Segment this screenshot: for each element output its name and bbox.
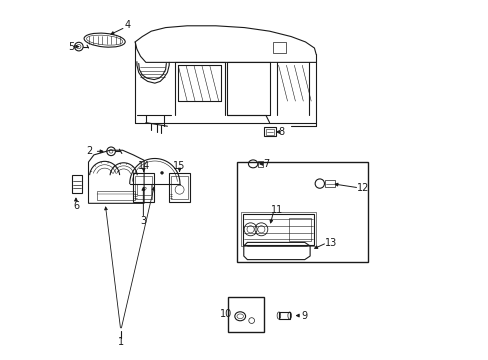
Bar xyxy=(257,161,263,167)
Bar xyxy=(265,129,274,135)
Text: 8: 8 xyxy=(278,127,284,137)
Text: 10: 10 xyxy=(219,310,231,319)
Text: 12: 12 xyxy=(356,183,368,193)
Bar xyxy=(273,42,285,53)
Bar xyxy=(289,218,310,241)
Text: 11: 11 xyxy=(270,206,283,216)
Bar xyxy=(137,184,150,195)
Text: 3: 3 xyxy=(140,216,146,226)
Bar xyxy=(325,180,335,187)
Text: 9: 9 xyxy=(301,311,307,320)
Bar xyxy=(242,214,314,244)
Bar xyxy=(264,127,275,136)
Text: 7: 7 xyxy=(263,159,269,169)
Bar xyxy=(133,173,154,202)
Bar xyxy=(135,176,152,199)
Text: 15: 15 xyxy=(173,161,185,171)
Bar xyxy=(72,175,82,193)
Bar xyxy=(171,176,188,199)
Text: P: P xyxy=(142,187,145,192)
Bar xyxy=(278,312,289,319)
Text: 1: 1 xyxy=(118,337,123,347)
Bar xyxy=(241,212,316,246)
Bar xyxy=(97,191,135,200)
Bar xyxy=(228,297,264,332)
Text: 14: 14 xyxy=(137,161,149,171)
Text: 2: 2 xyxy=(86,146,93,156)
Bar xyxy=(237,162,367,262)
Bar xyxy=(169,173,190,202)
Circle shape xyxy=(160,171,163,174)
Text: 4: 4 xyxy=(124,20,131,30)
Text: 13: 13 xyxy=(325,238,337,248)
Text: 6: 6 xyxy=(73,201,79,211)
Text: 5: 5 xyxy=(68,42,75,51)
